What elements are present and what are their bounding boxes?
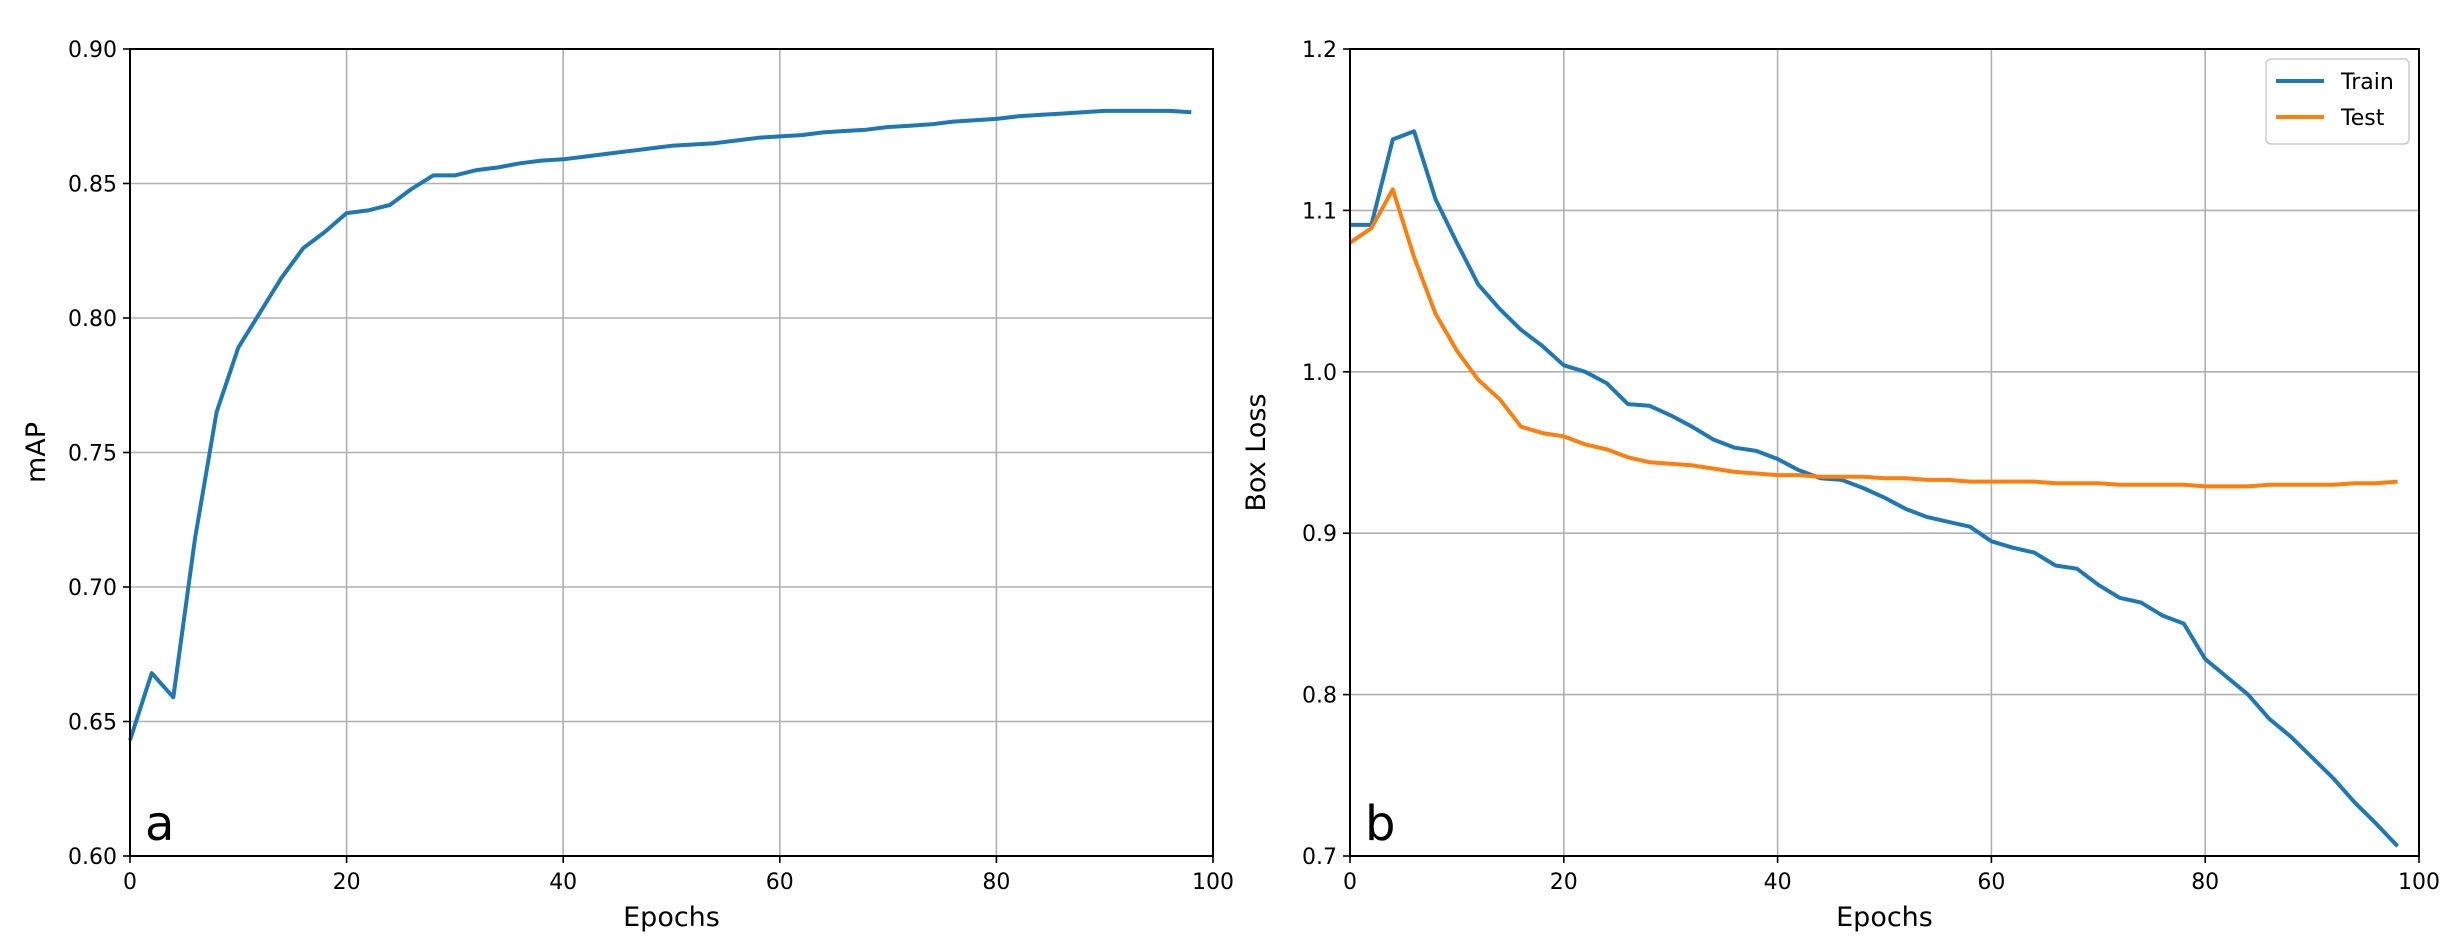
y-tick-label: 0.90 bbox=[68, 38, 117, 63]
y-tick-label: 0.60 bbox=[68, 845, 117, 870]
series-line-map bbox=[128, 108, 1192, 741]
y-tick-label: 0.9 bbox=[1302, 522, 1337, 547]
legend: Train Test bbox=[2265, 58, 2410, 145]
x-tick-label: 80 bbox=[2191, 870, 2219, 895]
legend-label-test: Test bbox=[2340, 106, 2385, 131]
plot-frame bbox=[129, 48, 1214, 857]
x-tick-label: 20 bbox=[1550, 870, 1578, 895]
x-axis-label: Epochs bbox=[623, 902, 720, 933]
y-axis-label: Box Loss bbox=[1241, 394, 1272, 512]
panel-letter: b bbox=[1365, 796, 1395, 852]
x-tick-label: 80 bbox=[982, 870, 1010, 895]
legend-label-train: Train bbox=[2340, 70, 2394, 95]
x-tick-label: 40 bbox=[549, 870, 577, 895]
y-tick-label: 0.80 bbox=[68, 307, 117, 332]
panel-letter: a bbox=[145, 796, 174, 852]
x-tick-label: 0 bbox=[123, 870, 137, 895]
y-axis-label: mAP bbox=[21, 422, 52, 483]
chart-panel-b: 0 20 40 60 80 100 0.7 0.8 0.9 1.0 1.1 1.2 Epochs Box … bbox=[1241, 38, 2440, 933]
y-tick-label: 1.2 bbox=[1302, 38, 1337, 63]
x-tick-label: 60 bbox=[766, 870, 794, 895]
y-tick-label: 0.75 bbox=[68, 442, 117, 467]
y-tick-label: 0.70 bbox=[68, 576, 117, 601]
x-tick-label: 0 bbox=[1343, 870, 1357, 895]
y-tick-label: 0.8 bbox=[1302, 684, 1337, 709]
y-tick-label: 0.85 bbox=[68, 173, 117, 198]
x-tick-label: 100 bbox=[1192, 870, 1234, 895]
y-tick-label: 0.7 bbox=[1302, 845, 1337, 870]
y-tick-label: 1.1 bbox=[1302, 199, 1337, 224]
y-tick-label: 0.65 bbox=[68, 711, 117, 736]
plot-frame bbox=[1349, 48, 2420, 857]
series-line-test bbox=[1348, 187, 2398, 489]
x-axis-label: Epochs bbox=[1836, 902, 1933, 933]
x-tick-label: 100 bbox=[2398, 870, 2440, 895]
series-line-train bbox=[1350, 129, 2400, 848]
y-tick-label: 1.0 bbox=[1302, 361, 1337, 386]
x-tick-label: 40 bbox=[1764, 870, 1792, 895]
chart-panel-a: 0 20 40 60 80 100 0.60 0.65 0.70 0.75 0.80 0.85 0.90… bbox=[21, 38, 1234, 933]
x-tick-label: 20 bbox=[333, 870, 361, 895]
x-tick-label: 60 bbox=[1977, 870, 2005, 895]
